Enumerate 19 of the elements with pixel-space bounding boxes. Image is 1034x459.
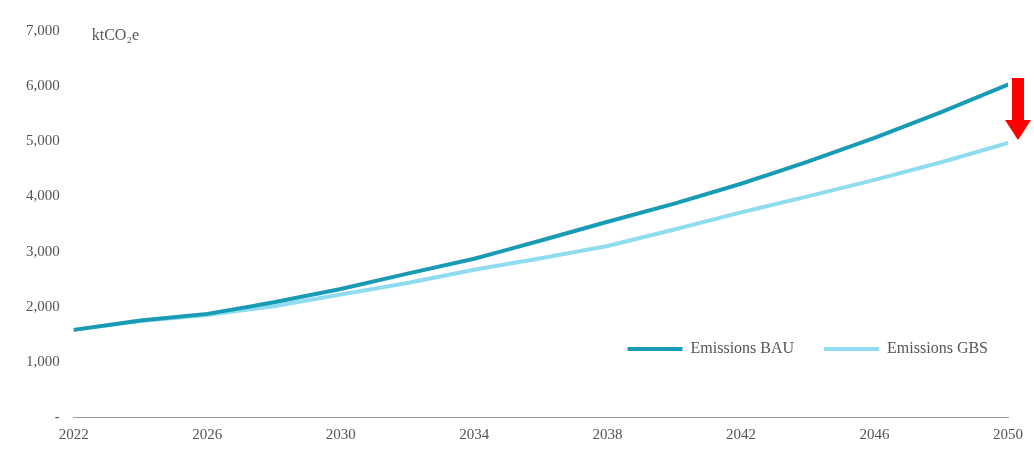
y-tick-label: 6,000 bbox=[26, 77, 60, 94]
x-tick-label: 2050 bbox=[993, 425, 1023, 442]
x-tick-label: 2022 bbox=[58, 425, 89, 442]
y-tick-label: 7,000 bbox=[26, 21, 60, 38]
x-tick-label: 2026 bbox=[192, 425, 223, 442]
y-tick-label: - bbox=[54, 407, 60, 424]
y-tick-label: 4,000 bbox=[26, 187, 60, 204]
x-tick-label: 2042 bbox=[726, 425, 757, 442]
y-tick-label: 5,000 bbox=[26, 132, 60, 149]
y-tick-label: 2,000 bbox=[26, 297, 60, 314]
legend-label: Emissions BAU bbox=[690, 339, 795, 357]
legend-label: Emissions GBS bbox=[887, 339, 989, 357]
y-tick-label: 3,000 bbox=[26, 242, 60, 259]
x-tick-label: 2038 bbox=[592, 425, 623, 442]
x-tick-label: 2034 bbox=[459, 425, 490, 442]
y-tick-label: 1,000 bbox=[26, 352, 60, 369]
y-axis-title: ktCO₂e bbox=[91, 26, 140, 44]
x-tick-label: 2030 bbox=[325, 425, 356, 442]
x-tick-label: 2046 bbox=[859, 425, 891, 442]
